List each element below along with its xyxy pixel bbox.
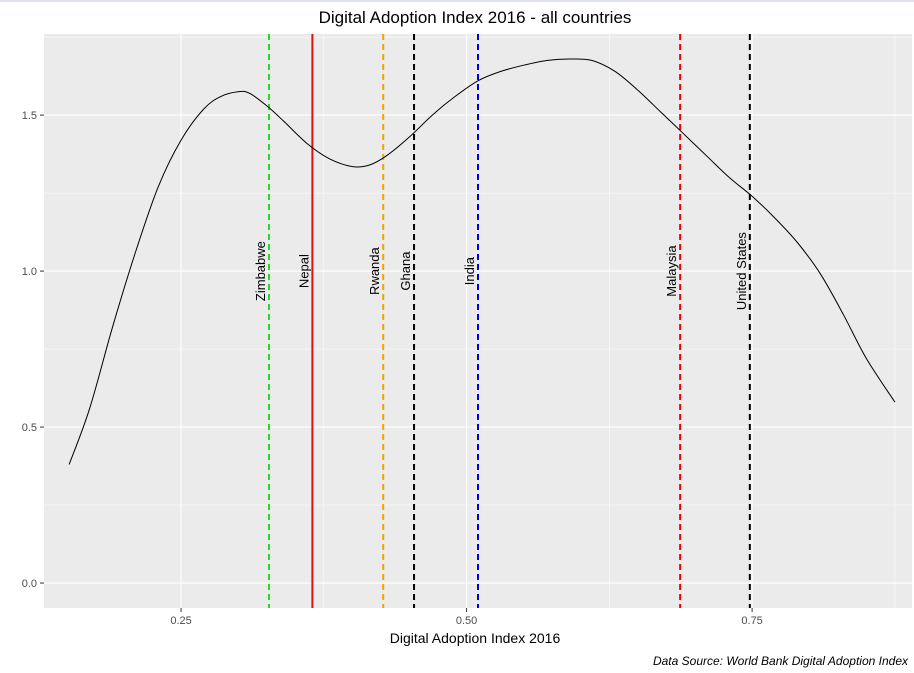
- country-markers: [267, 34, 751, 608]
- density-curve: [68, 58, 896, 465]
- chart-title: Digital Adoption Index 2016 - all countr…: [319, 8, 632, 27]
- country-label-india: India: [462, 256, 477, 285]
- y-tick-label: 1.0: [22, 266, 37, 278]
- country-label-nepal: Nepal: [296, 254, 311, 288]
- country-label-ghana: Ghana: [398, 251, 413, 291]
- y-axis-ticks: 0.0 0.5 1.0 1.5: [22, 110, 44, 590]
- plot-panel: [44, 34, 912, 608]
- x-tick-label: 0.25: [170, 615, 191, 627]
- country-label-united-states: United States: [734, 232, 749, 311]
- y-tick-label: 0.5: [22, 422, 37, 434]
- y-tick-label: 0.0: [22, 578, 37, 590]
- top-border: [0, 0, 914, 2]
- country-label-malaysia: Malaysia: [664, 245, 679, 297]
- x-axis-ticks: 0.25 0.50 0.75: [170, 608, 763, 627]
- x-tick-label: 0.75: [741, 615, 762, 627]
- y-tick-label: 1.5: [22, 110, 37, 122]
- x-axis-label: Digital Adoption Index 2016: [390, 630, 561, 646]
- country-label-zimbabwe: Zimbabwe: [253, 241, 268, 301]
- country-label-rwanda: Rwanda: [367, 246, 382, 294]
- x-tick-label: 0.50: [456, 615, 477, 627]
- data-source-caption: Data Source: World Bank Digital Adoption…: [653, 654, 909, 668]
- country-labels: Zimbabwe Nepal Rwanda Ghana India Malaysia Uni…: [253, 232, 749, 311]
